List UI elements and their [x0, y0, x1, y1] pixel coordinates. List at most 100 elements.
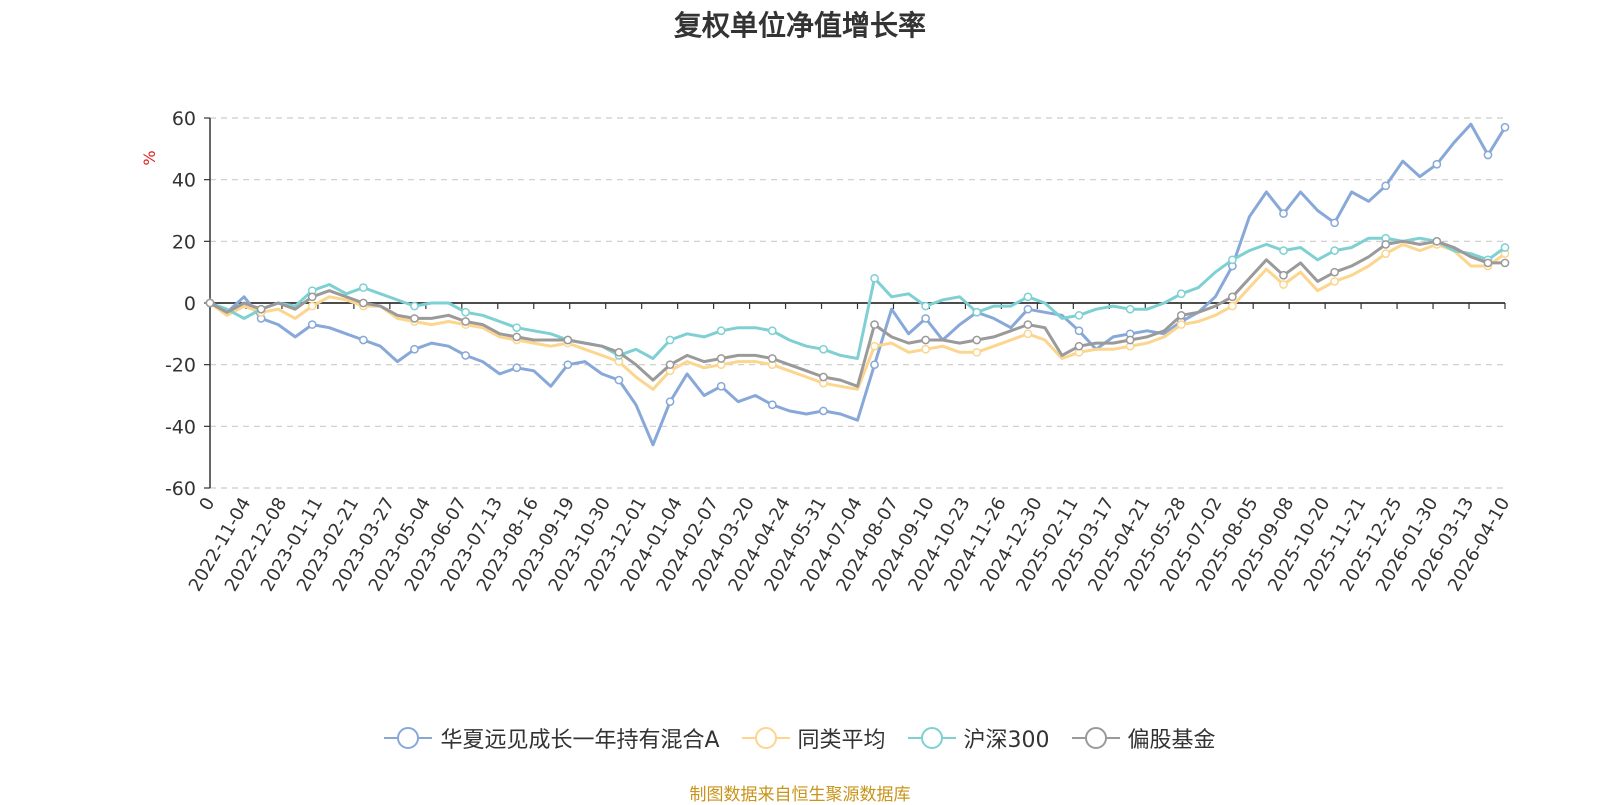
series-1-point — [1279, 280, 1288, 289]
series-2-point — [461, 307, 470, 317]
series-0-point — [1330, 218, 1339, 228]
series-0-point — [410, 344, 419, 354]
series-3-point — [665, 360, 675, 370]
series-3-point — [1432, 236, 1442, 246]
legend-swatch-icon — [1071, 727, 1120, 749]
series-2-point — [716, 326, 726, 336]
series-3-point — [359, 298, 368, 308]
series-2-point — [512, 323, 522, 333]
series-0-point — [563, 360, 573, 370]
series-3-point — [512, 332, 522, 342]
y-tick-label: -20 — [165, 355, 196, 377]
legend-swatch-icon — [384, 727, 433, 749]
series-3-point — [972, 335, 982, 345]
series-0-point — [1483, 150, 1493, 160]
series-3-point — [1228, 292, 1237, 302]
series-line-3 — [209, 239, 1505, 388]
series-3-point — [1279, 270, 1288, 280]
series-1-point — [1228, 301, 1237, 311]
y-tick-label: 0 — [184, 293, 196, 315]
legend-item-2[interactable]: 沪深300 — [907, 722, 1050, 754]
series-3-point — [716, 354, 726, 363]
series-3-point — [1074, 341, 1084, 351]
series-2-point — [1023, 292, 1033, 302]
series-0-point — [870, 360, 879, 370]
series-3-point — [410, 314, 419, 323]
series-1-point — [870, 341, 879, 351]
series-0-point — [767, 400, 777, 410]
axis-layer — [204, 117, 1506, 489]
legend-label: 偏股基金 — [1127, 728, 1216, 753]
series-2-point — [1330, 246, 1339, 255]
series-3-point — [256, 304, 266, 314]
series-2-point — [410, 301, 419, 311]
series-2-point — [1279, 246, 1288, 255]
series-3-point — [1483, 258, 1493, 268]
series-0-point — [1279, 209, 1288, 218]
series-3-point — [1125, 335, 1135, 345]
grid-layer — [210, 117, 1505, 489]
series-3-point — [307, 292, 317, 302]
legend-item-1[interactable]: 同类平均 — [741, 722, 886, 754]
series-2-point — [665, 335, 675, 345]
series-3-point — [1023, 320, 1033, 329]
series-2-point — [1074, 310, 1084, 320]
series-0-point — [716, 381, 726, 391]
series-1-point — [1176, 320, 1186, 329]
series-0-point — [1500, 122, 1510, 132]
series-1-point — [1023, 329, 1033, 339]
series-2-point — [359, 283, 368, 292]
series-0-point — [1381, 181, 1391, 191]
series-2-point — [972, 307, 982, 317]
series-2-point — [767, 326, 777, 336]
x-tick-label: 0 — [195, 494, 219, 514]
series-3-point — [1381, 240, 1391, 249]
series-0-point — [359, 335, 368, 345]
legend-item-3[interactable]: 偏股基金 — [1071, 722, 1216, 754]
series-0-point — [921, 314, 931, 323]
series-1-point — [921, 344, 931, 354]
legend-swatch-icon — [741, 727, 790, 749]
series-2-point — [870, 273, 879, 283]
legend-label: 华夏远见成长一年持有混合A — [440, 728, 720, 753]
series-3-point — [767, 354, 777, 363]
chart-title: 复权单位净值增长率 — [673, 9, 926, 42]
series-2-point — [1125, 304, 1135, 314]
series-0-point — [665, 397, 675, 407]
series-3-point — [819, 372, 828, 382]
series-0-point — [307, 320, 317, 329]
series-3-point — [921, 335, 931, 345]
series-1-point — [972, 347, 982, 357]
y-tick-label: 20 — [172, 231, 196, 253]
series-0-point — [819, 406, 828, 416]
series-3-point — [461, 317, 470, 326]
series-line-2 — [209, 236, 1506, 360]
series-0-point — [512, 363, 522, 373]
series-2-point — [1176, 289, 1186, 299]
series-3-point — [1176, 310, 1186, 320]
legend: 华夏远见成长一年持有混合A 同类平均 沪深300 偏股基金 — [0, 722, 1600, 754]
series-1-point — [307, 301, 317, 311]
series-layer — [205, 122, 1510, 447]
series-1-point — [1330, 277, 1339, 286]
legend-label: 沪深300 — [963, 728, 1050, 753]
series-1-point — [1381, 249, 1391, 259]
series-2-point — [921, 301, 931, 311]
series-0-point — [1432, 159, 1442, 169]
series-2-point — [1228, 255, 1237, 265]
line-chart: 6040200-20-40-60%02022-11-042022-12-0820… — [140, 108, 1514, 595]
series-line-0 — [209, 122, 1507, 447]
series-3-point — [1330, 267, 1339, 277]
series-0-point — [461, 351, 470, 360]
series-3-point — [563, 335, 573, 345]
series-3-point — [205, 298, 215, 308]
series-3-point — [870, 320, 879, 329]
source-note: 制图数据来自恒生聚源数据库 — [689, 785, 911, 805]
series-3-point — [1500, 258, 1510, 268]
y-axis-unit-label: % — [140, 150, 159, 165]
legend-item-0[interactable]: 华夏远见成长一年持有混合A — [384, 722, 720, 754]
series-0-point — [1023, 304, 1033, 314]
y-tick-label: 40 — [172, 170, 196, 192]
legend-swatch-icon — [907, 727, 956, 749]
series-0-point — [1074, 326, 1084, 336]
